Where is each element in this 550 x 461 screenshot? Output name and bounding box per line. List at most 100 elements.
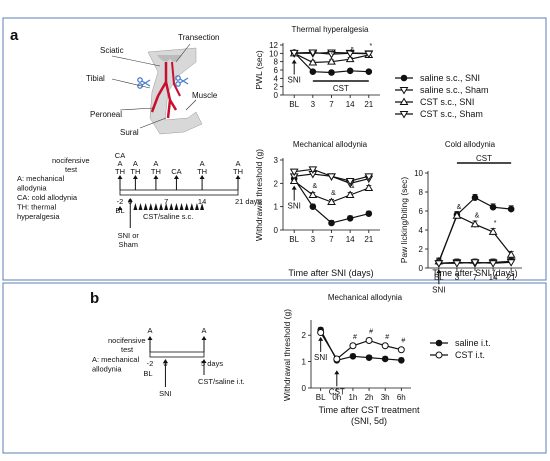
y-axis-label: Withdrawal threshold (g): [282, 309, 292, 401]
significance-mark: #: [401, 338, 405, 345]
panel-a-frame: [2, 17, 547, 281]
timeline-a-injection-triangle: [174, 203, 179, 210]
data-point: [327, 57, 336, 65]
scissors-icon: [175, 75, 189, 87]
data-point: [365, 210, 373, 217]
cst-bar-label: CST: [333, 84, 349, 93]
y-tick-label: 6: [274, 66, 279, 75]
y-axis-label: Paw licking/biting (sec): [399, 177, 409, 264]
timeline-a-legend-line: CA: cold allodynia: [17, 193, 78, 202]
y-tick-label: 4: [419, 226, 424, 235]
timeline-a-test-label: A: [117, 159, 122, 168]
data-point: [289, 168, 299, 177]
x-tick-label: 3: [311, 100, 316, 109]
y-tick-label: 0: [274, 91, 279, 100]
data-point: [452, 211, 462, 219]
data-point: [309, 68, 317, 75]
series-line: [320, 332, 402, 360]
x-tick-label: 14: [489, 273, 498, 282]
y-tick-label: 2: [419, 245, 424, 254]
y-tick-label: 1: [274, 203, 279, 212]
label-muscle: Muscle: [192, 91, 218, 100]
timeline-a-injection-triangle: [169, 203, 174, 210]
timeline-a-injection-triangle: [133, 203, 138, 210]
timeline-a-test-label: A: [153, 159, 158, 168]
x-tick-label: 7: [329, 235, 334, 244]
data-point: [308, 166, 318, 174]
data-point: [308, 58, 318, 66]
data-point: [317, 329, 325, 337]
series-line: [320, 329, 402, 361]
data-point: [289, 49, 299, 58]
x-tick-label: 21: [507, 273, 516, 282]
timeline-a-bl-label: BL: [115, 206, 124, 215]
sni-label: SNI: [432, 285, 445, 294]
x-tick-label: 7: [473, 273, 478, 282]
data-point: [365, 354, 373, 361]
cst-arrow-head: [334, 370, 340, 375]
data-point: [489, 203, 497, 211]
significance-mark: *: [494, 220, 497, 227]
timeline-a-surgery-label: SNI or: [118, 231, 140, 240]
timeline-a-test-label: TH: [151, 167, 161, 176]
timeline-b-surgery-label: SNI: [159, 389, 172, 398]
timeline-a-test-label: CA: [115, 151, 125, 160]
series-line: [438, 196, 512, 263]
data-point: [345, 54, 355, 63]
data-point: [328, 219, 335, 227]
timeline-a-row-label: nocifensive: [52, 156, 90, 165]
data-point: [289, 176, 299, 184]
sni-arrow-head: [318, 336, 324, 341]
significance-mark: #: [369, 328, 373, 335]
timeline-a-test-arrow-head: [173, 175, 179, 179]
data-point: [452, 260, 462, 268]
chart-title: Mechanical allodynia: [293, 140, 368, 149]
y-tick-label: 10: [269, 49, 278, 58]
timeline-b-treatment-arrow-head: [201, 359, 207, 363]
timeline-a-bl-arrow-head: [117, 206, 123, 210]
y-tick-label: 3: [274, 156, 279, 165]
legend-label: saline s.c., SNI: [420, 73, 480, 83]
significance-mark: &: [313, 183, 318, 190]
significance-mark: *: [313, 51, 316, 58]
y-tick-label: 2: [274, 179, 279, 188]
y-tick-label: 1: [302, 358, 307, 367]
timeline-a-row-label: test: [65, 165, 78, 174]
data-point: [365, 68, 373, 75]
data-point: [308, 190, 318, 198]
x-tick-label: 1h: [348, 393, 357, 402]
data-point: [345, 50, 355, 58]
legend-marker: [400, 74, 408, 82]
data-point: [471, 194, 479, 201]
timeline-a-injection-triangle: [194, 203, 199, 210]
timeline-a-test-label: A: [235, 159, 240, 168]
data-point: [470, 259, 480, 267]
timeline-b-bar: [149, 351, 205, 358]
legend-label: CST s.c., Sham: [420, 109, 483, 119]
timeline-a-legend-line: A: mechanical: [17, 174, 64, 183]
data-point: [398, 356, 405, 364]
data-point: [309, 203, 317, 210]
y-tick-label: 0: [419, 264, 424, 273]
timeline-a-injection-triangle: [179, 203, 184, 210]
sni-label: SNI: [314, 353, 327, 362]
timeline-a-test-arrow-head: [235, 175, 241, 179]
y-tick-label: 2: [302, 331, 307, 340]
data-point: [333, 355, 341, 363]
data-point: [327, 51, 336, 59]
significance-mark: &: [457, 204, 462, 211]
nerve-anatomy-illustration: Sciatic Transection Tibial Peroneal Sura…: [86, 33, 220, 137]
x-tick-label: BL: [289, 100, 299, 109]
data-point: [349, 342, 357, 350]
label-peroneal: Peroneal: [90, 110, 122, 119]
timeline-b-test-label: A: [201, 326, 206, 335]
timeline-a-test-label: A: [133, 159, 138, 168]
y-tick-label: 8: [274, 58, 279, 67]
label-transection: Transection: [178, 33, 220, 42]
label-tibial: Tibial: [86, 74, 105, 83]
timeline-a-test-label: TH: [197, 167, 207, 176]
timeline-a-injection-triangle: [159, 203, 164, 210]
x-tick-label: 21: [364, 100, 373, 109]
